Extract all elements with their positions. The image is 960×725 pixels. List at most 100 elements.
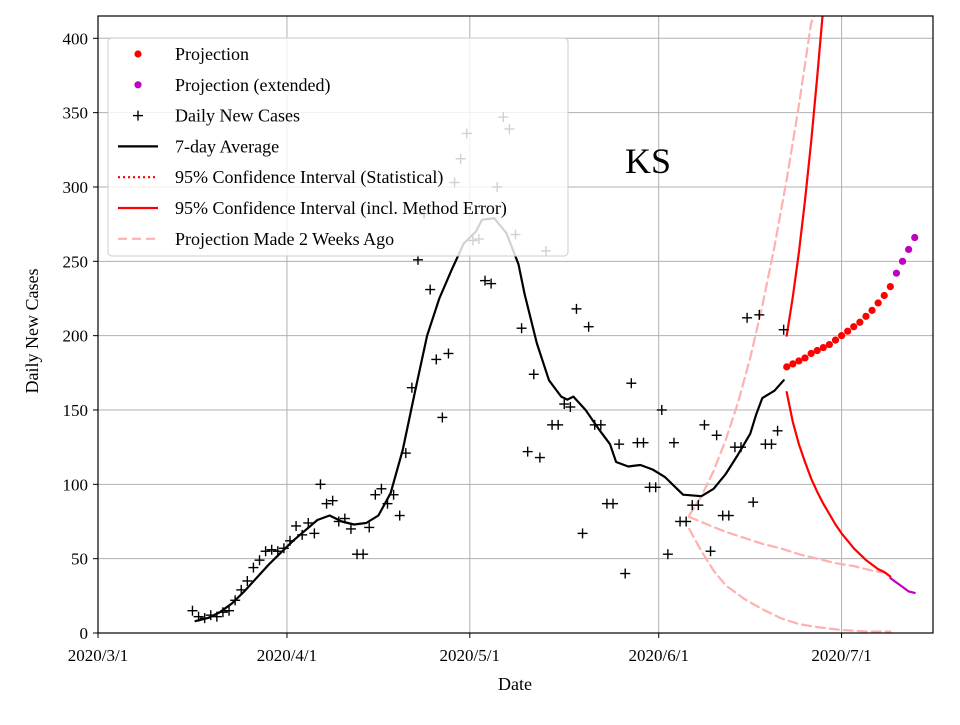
daily-case-marker [406,382,417,393]
ci-upper-line [785,16,824,337]
daily-case-marker [278,543,289,554]
x-tick-label: 2020/3/1 [68,646,128,665]
daily-case-marker [358,549,369,560]
daily-case-marker [565,402,576,413]
x-tick-label: 2020/4/1 [257,646,317,665]
daily-case-marker [668,437,679,448]
daily-case-marker [230,595,241,606]
daily-case-marker [364,522,375,533]
prev-projection-upper-line [688,16,816,517]
daily-case-marker [217,607,228,618]
daily-case-marker [528,369,539,380]
legend-entry: Projection (extended) [134,75,330,96]
daily-case-marker [486,278,497,289]
x-tick-label: 2020/7/1 [811,646,871,665]
legend: Projection Projection (extended) Daily New… [107,37,569,257]
daily-case-marker [656,404,667,415]
daily-case-marker [205,610,216,621]
daily-case-marker [327,495,338,506]
daily-case-marker [254,555,265,566]
daily-case-marker [705,546,716,557]
projection-point [880,291,888,300]
x-axis-label: Date [498,674,532,694]
projection-point [789,360,797,368]
projection-point [862,312,870,320]
daily-case-marker [693,500,704,511]
ci-lower-line [785,391,892,578]
daily-case-marker [778,324,789,335]
plot-area [187,16,919,633]
daily-case-marker [723,510,734,521]
daily-case-marker [620,568,631,579]
projection-point [819,343,827,352]
daily-case-marker [553,419,564,430]
legend-label: Projection [175,44,249,64]
daily-case-marker [736,442,747,453]
daily-case-marker [400,448,411,459]
projection-extended-point [898,257,907,265]
daily-case-marker [303,517,314,528]
daily-case-marker [662,549,673,560]
daily-case-marker [394,510,405,521]
legend-dot-handle [134,50,142,58]
y-tick-label: 100 [63,475,89,494]
daily-case-marker [431,354,442,365]
legend-dot-handle [134,81,142,89]
projection-extended-point [892,269,901,277]
daily-case-marker [193,611,204,622]
legend-label: Daily New Cases [175,106,300,126]
y-tick-label: 200 [63,327,89,346]
daily-case-marker [291,520,302,531]
daily-case-marker [224,605,235,616]
projection-point [837,332,846,340]
daily-case-marker [376,483,387,494]
daily-case-marker [614,439,625,450]
daily-case-marker [577,528,588,539]
projection-point [831,336,840,344]
daily-case-marker [266,544,277,555]
daily-case-marker [388,489,399,500]
x-tick-label: 2020/5/1 [440,646,500,665]
daily-case-marker [522,446,533,457]
daily-case-marker [480,275,491,286]
legend-entry: 95% Confidence Interval (Statistical) [118,167,443,188]
daily-case-marker [284,535,295,546]
projection-point [868,306,876,314]
daily-case-marker [382,498,393,509]
legend-entry: Projection Made 2 Weeks Ago [118,229,394,249]
daily-case-marker [571,303,582,314]
legend-label: 95% Confidence Interval (incl. Method Er… [175,198,507,219]
daily-case-marker [437,412,448,423]
projection-extended-point [905,245,913,254]
daily-case-marker [608,498,619,509]
daily-case-marker [650,482,661,493]
daily-case-marker [534,452,545,463]
daily-case-marker [595,419,606,430]
daily-case-marker [370,489,381,500]
chart-title: KS [625,141,671,181]
daily-case-marker [699,419,710,430]
daily-case-marker [626,378,637,389]
daily-case-marker [766,439,777,450]
daily-case-marker [711,430,722,441]
projection-point [813,346,821,355]
y-tick-label: 300 [63,178,89,197]
daily-case-marker [754,309,765,320]
y-axis-label: Daily New Cases [22,269,42,394]
legend-box [107,37,569,257]
daily-case-marker [199,613,210,624]
x-tick-label: 2020/6/1 [629,646,689,665]
daily-case-marker [559,399,570,410]
daily-case-marker [333,516,344,527]
daily-case-marker [443,348,454,359]
ticks: 2020/3/1 2020/4/1 2020/5/1 2020/6/1 2020/7/1… [63,29,872,665]
projection-point [844,327,852,335]
y-tick-label: 50 [71,550,88,569]
daily-case-marker [321,498,332,509]
projection-point [874,299,882,307]
projection-extended-point [911,233,919,242]
daily-case-marker [242,575,253,586]
daily-case-marker [272,546,283,557]
